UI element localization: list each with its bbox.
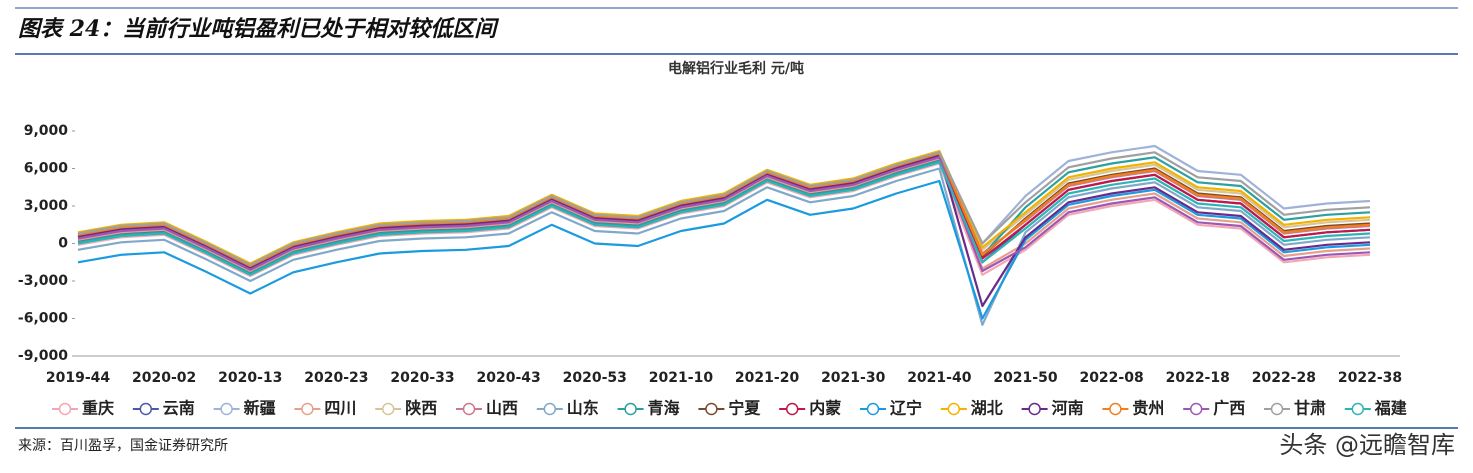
legend-marker: [462, 402, 476, 416]
legend-label: 湖北: [971, 399, 1003, 418]
y-tick-label: 3,000: [24, 198, 69, 214]
legend-label: 山东: [567, 399, 599, 418]
x-tick-label: 2020-23: [304, 370, 368, 386]
x-tick-label: 2020-13: [218, 370, 282, 386]
legend-marker: [1109, 402, 1122, 416]
legend-label: 河南: [1052, 399, 1084, 418]
x-tick-label: 2021-30: [821, 370, 886, 386]
legend-label: 陕西: [405, 399, 437, 418]
legend-label: 贵州: [1132, 399, 1164, 418]
legend-marker: [543, 402, 557, 416]
legend-marker: [58, 402, 72, 416]
y-tick-label: 9,000: [24, 123, 69, 139]
y-tick-label: -3,000: [18, 273, 68, 289]
legend-marker: [1028, 402, 1041, 416]
x-tick-label: 2019-44: [46, 370, 111, 386]
source: 来源：百川盈孚，国金证券研究所: [18, 438, 228, 454]
x-tick-label: 2021-40: [907, 370, 972, 386]
x-tick-label: 2022-18: [1166, 370, 1230, 386]
legend-marker: [705, 402, 718, 416]
series-line: [77, 151, 1371, 266]
series-line: [77, 152, 1371, 268]
legend-marker: [1351, 402, 1365, 416]
series-line: [77, 149, 1371, 265]
x-tick-label: 2022-08: [1079, 370, 1143, 386]
series-line: [77, 157, 1371, 273]
series-line: [77, 167, 1371, 326]
legend-label: 辽宁: [890, 399, 922, 418]
legend-marker: [785, 402, 799, 416]
series-line: [77, 156, 1371, 273]
x-tick-label: 2022-28: [1252, 370, 1316, 386]
legend-marker: [220, 402, 233, 416]
x-tick-label: 2020-33: [390, 370, 454, 386]
legend-marker: [301, 402, 314, 416]
x-tick-label: 2021-10: [649, 370, 714, 386]
y-tick-label: -9,000: [18, 348, 68, 364]
chart-title: 电解铝行业毛利 元/吨: [668, 60, 804, 77]
legend-marker: [866, 402, 880, 416]
legend-marker: [381, 402, 395, 416]
x-tick-label: 2020-02: [132, 370, 196, 386]
legend-marker: [1270, 402, 1284, 416]
legend-label: 山西: [486, 399, 518, 418]
x-tick-label: 2020-43: [477, 370, 541, 386]
x-tick-label: 2022-38: [1338, 370, 1402, 386]
x-tick-label: 2021-50: [993, 370, 1058, 386]
watermark: 头条 @远瞻智库: [1279, 431, 1455, 459]
legend-label: 内蒙: [809, 399, 841, 418]
series-line: [77, 161, 1371, 276]
legend-marker: [947, 402, 961, 416]
legend-label: 宁夏: [728, 399, 761, 418]
series-line: [77, 179, 1371, 320]
figure-title: 图表 24：当前行业吨铝盈利已处于相对较低区间: [18, 16, 499, 42]
series-line: [77, 162, 1371, 278]
y-tick-label: 0: [58, 236, 68, 252]
legend-label: 甘肃: [1294, 399, 1326, 418]
series-line: [77, 156, 1371, 275]
legend-label: 四川: [324, 399, 356, 418]
y-tick-label: 6,000: [24, 161, 69, 177]
legend-label: 重庆: [82, 399, 114, 418]
x-tick-label: 2020-53: [563, 370, 627, 386]
legend-label: 云南: [163, 399, 195, 418]
series-line: [77, 154, 1371, 270]
x-tick-label: 2021-20: [735, 370, 800, 386]
legend-marker: [139, 402, 153, 416]
legend-label: 福建: [1374, 399, 1407, 418]
legend-marker: [624, 402, 637, 416]
legend-marker: [1189, 402, 1203, 416]
y-tick-label: -6,000: [18, 311, 68, 327]
legend-label: 广西: [1213, 399, 1245, 418]
legend-label: 青海: [648, 399, 680, 418]
legend-label: 新疆: [244, 399, 276, 418]
